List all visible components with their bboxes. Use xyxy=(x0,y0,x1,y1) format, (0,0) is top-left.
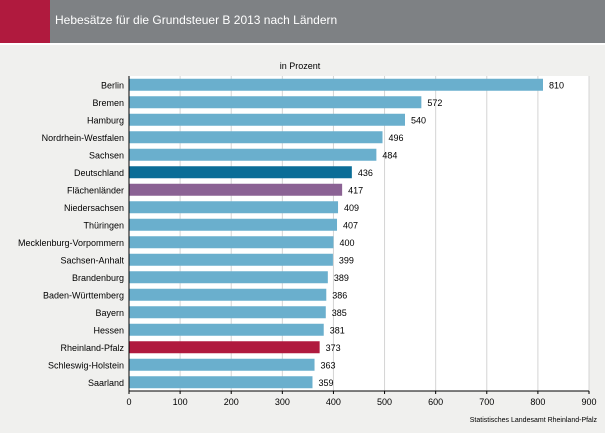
header-bar: Hebesätze für die Grundsteuer B 2013 nac… xyxy=(0,0,605,43)
bar xyxy=(129,253,333,266)
chart-subtitle: in Prozent xyxy=(279,61,321,71)
category-label: Niedersachsen xyxy=(64,203,124,213)
bar xyxy=(129,113,405,126)
category-label: Rheinland-Pfalz xyxy=(60,343,124,353)
category-label: Mecklenburg-Vorpommern xyxy=(18,238,124,248)
bar xyxy=(129,218,338,231)
category-label: Hessen xyxy=(93,325,124,335)
x-tick-label: 100 xyxy=(173,397,188,407)
category-label: Nordrhein-Westfalen xyxy=(42,133,124,143)
header-accent-block xyxy=(0,0,50,43)
bar xyxy=(129,148,377,161)
category-label: Sachsen xyxy=(89,150,124,160)
bar xyxy=(129,288,327,301)
bar xyxy=(129,306,326,319)
data-label: 484 xyxy=(382,150,397,160)
bar xyxy=(129,166,352,179)
data-label: 572 xyxy=(427,98,442,108)
header-separator xyxy=(0,43,605,45)
category-label: Bremen xyxy=(92,98,124,108)
data-label: 363 xyxy=(321,360,336,370)
data-label: 436 xyxy=(358,168,373,178)
data-label: 359 xyxy=(318,378,333,388)
data-label: 389 xyxy=(334,273,349,283)
data-label: 540 xyxy=(411,115,426,125)
bar xyxy=(129,271,328,284)
x-tick-label: 400 xyxy=(326,397,341,407)
data-label: 407 xyxy=(343,220,358,230)
category-label: Baden-Württemberg xyxy=(43,290,124,300)
bar xyxy=(129,183,343,196)
source-note: Statistisches Landesamt Rheinland-Pfalz xyxy=(469,417,597,424)
category-label: Flächenländer xyxy=(67,185,124,195)
data-label: 373 xyxy=(326,343,341,353)
data-label: 496 xyxy=(389,133,404,143)
bar xyxy=(129,376,313,389)
category-label: Brandenburg xyxy=(72,273,124,283)
category-label: Berlin xyxy=(101,80,124,90)
bar xyxy=(129,341,320,354)
category-label: Thüringen xyxy=(83,220,124,230)
bar xyxy=(129,323,324,336)
data-label: 417 xyxy=(348,185,363,195)
bar xyxy=(129,201,339,214)
x-tick-label: 600 xyxy=(428,397,443,407)
x-tick-label: 200 xyxy=(224,397,239,407)
bar xyxy=(129,358,315,371)
data-label: 810 xyxy=(549,80,564,90)
category-label: Bayern xyxy=(95,308,124,318)
data-label: 409 xyxy=(344,203,359,213)
bar xyxy=(129,96,422,109)
category-label: Hamburg xyxy=(87,115,124,125)
category-label: Sachsen-Anhalt xyxy=(60,255,124,265)
category-label: Schleswig-Holstein xyxy=(48,360,124,370)
x-tick-label: 700 xyxy=(479,397,494,407)
data-label: 386 xyxy=(332,290,347,300)
bar xyxy=(129,131,383,144)
category-label: Deutschland xyxy=(74,168,124,178)
plot-area xyxy=(129,76,589,391)
x-tick-label: 500 xyxy=(377,397,392,407)
data-label: 381 xyxy=(330,325,345,335)
page-title: Hebesätze für die Grundsteuer B 2013 nac… xyxy=(55,13,338,27)
data-label: 399 xyxy=(339,255,354,265)
data-label: 385 xyxy=(332,308,347,318)
x-tick-label: 300 xyxy=(275,397,290,407)
bar xyxy=(129,236,334,249)
data-label: 400 xyxy=(339,238,354,248)
category-label: Saarland xyxy=(88,378,124,388)
x-tick-label: 0 xyxy=(126,397,131,407)
bar xyxy=(129,78,543,91)
x-tick-label: 800 xyxy=(530,397,545,407)
x-tick-label: 900 xyxy=(581,397,596,407)
